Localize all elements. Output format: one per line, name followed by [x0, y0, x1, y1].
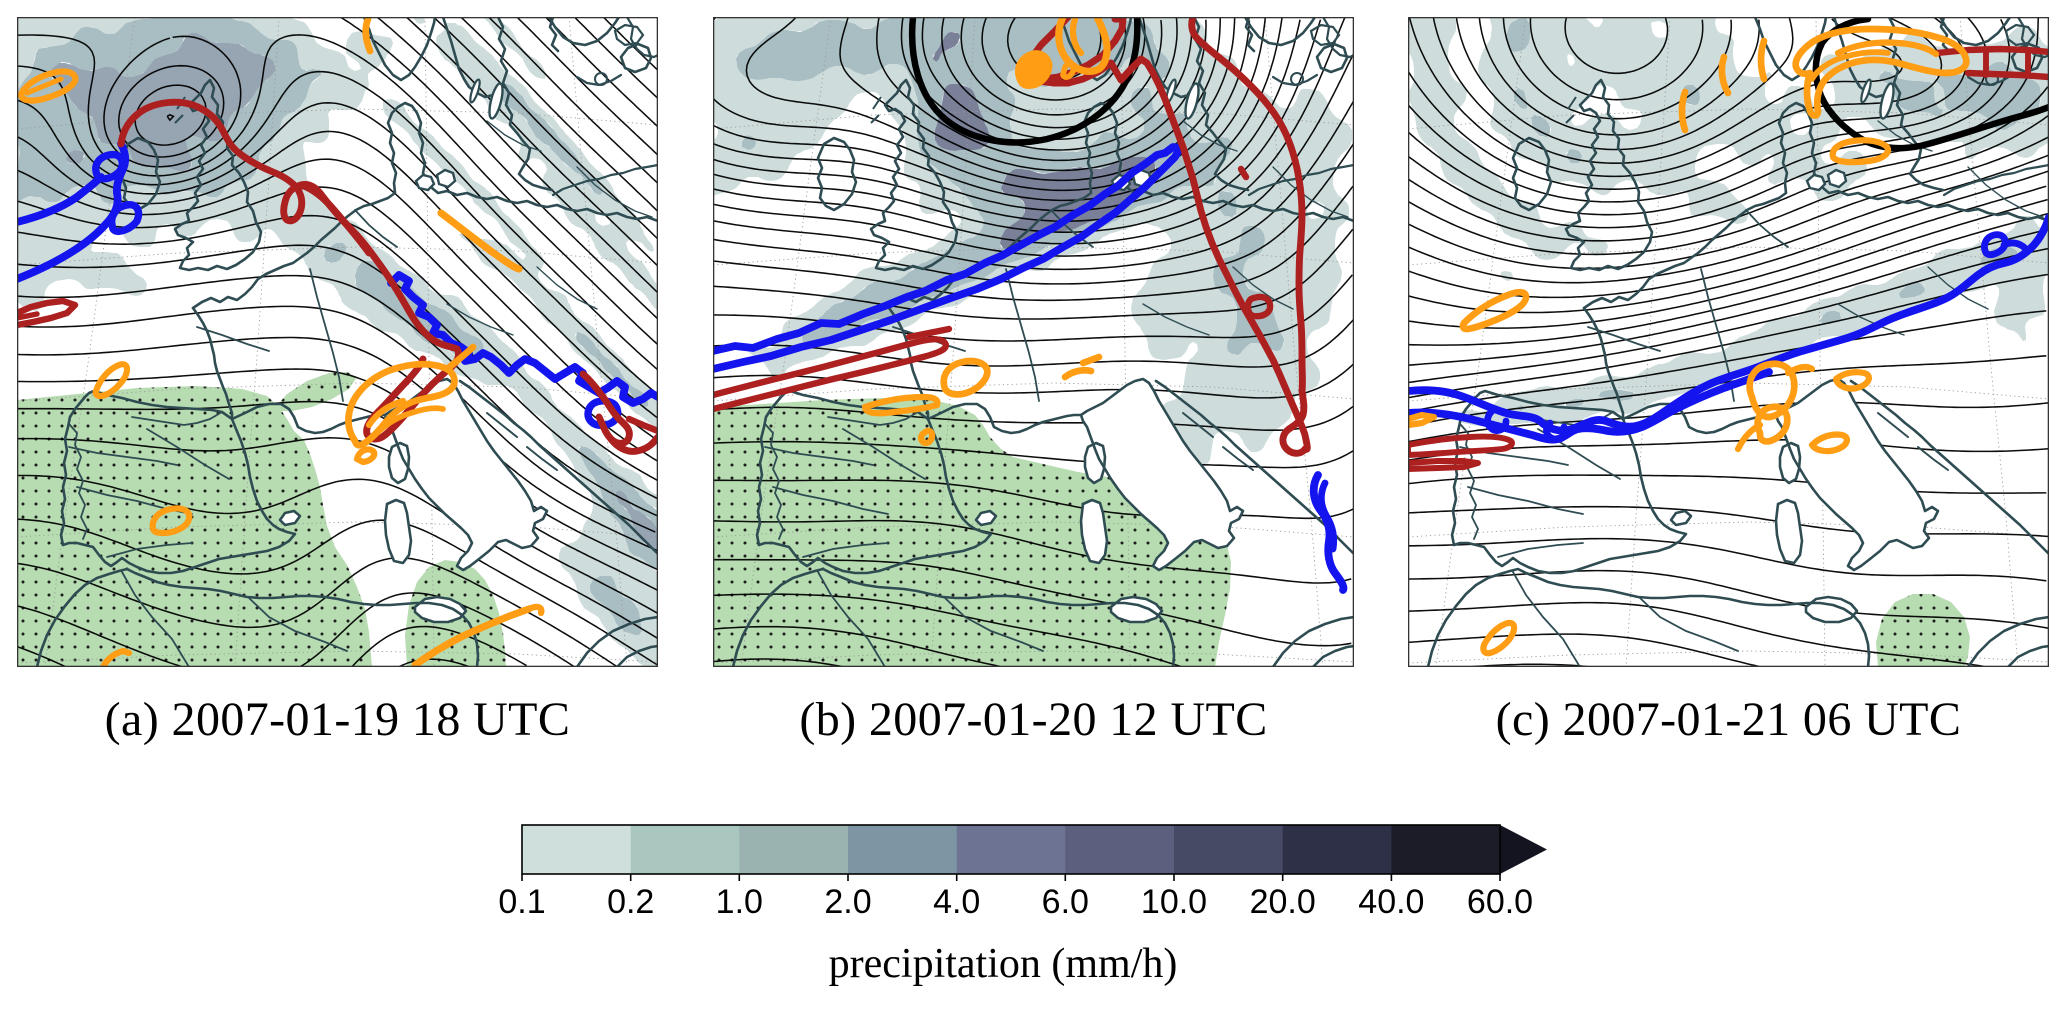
svg-text:4.0: 4.0: [933, 883, 980, 921]
svg-text:60.0: 60.0: [1467, 883, 1533, 921]
svg-text:20.0: 20.0: [1250, 883, 1316, 921]
svg-text:6.0: 6.0: [1042, 883, 1089, 921]
svg-text:1.0: 1.0: [716, 883, 763, 921]
svg-text:2.0: 2.0: [824, 883, 871, 921]
svg-text:40.0: 40.0: [1358, 883, 1424, 921]
svg-text:0.1: 0.1: [498, 883, 545, 921]
svg-text:0.2: 0.2: [607, 883, 654, 921]
svg-text:precipitation (mm/h): precipitation (mm/h): [829, 941, 1178, 987]
svg-text:10.0: 10.0: [1141, 883, 1207, 921]
